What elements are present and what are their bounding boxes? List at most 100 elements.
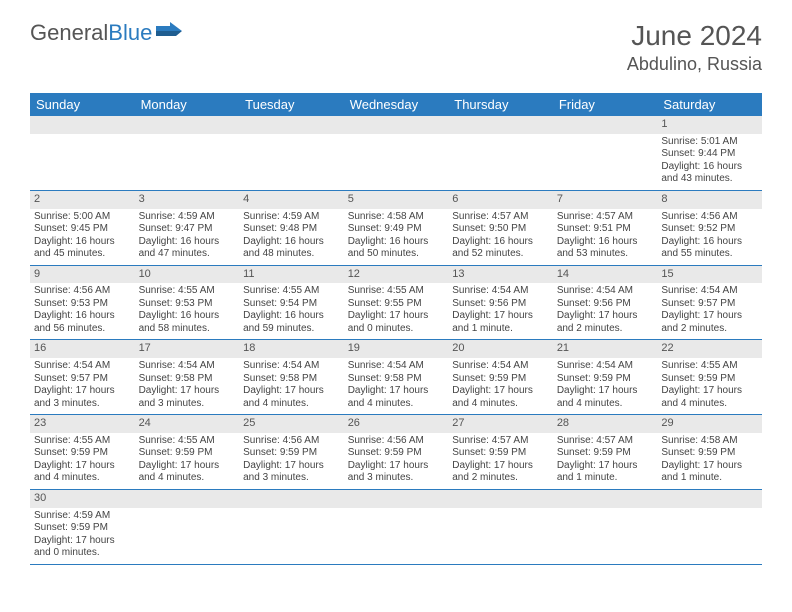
day-d1: Daylight: 16 hours (139, 236, 236, 249)
day-number-cell: 25 (239, 415, 344, 433)
day-ss: Sunset: 9:59 PM (243, 447, 340, 460)
weekday-header: Friday (553, 93, 658, 116)
day-d2: and 1 minute. (557, 472, 654, 485)
day-detail-cell: Sunrise: 4:59 AMSunset: 9:47 PMDaylight:… (135, 209, 240, 266)
day-detail-cell: Sunrise: 4:54 AMSunset: 9:57 PMDaylight:… (657, 283, 762, 340)
day-number-cell (344, 489, 449, 507)
day-sr: Sunrise: 5:01 AM (661, 136, 758, 149)
day-detail-cell: Sunrise: 4:54 AMSunset: 9:58 PMDaylight:… (239, 358, 344, 415)
day-d2: and 55 minutes. (661, 248, 758, 261)
day-d1: Daylight: 17 hours (452, 310, 549, 323)
day-ss: Sunset: 9:45 PM (34, 223, 131, 236)
day-detail-cell: Sunrise: 4:54 AMSunset: 9:59 PMDaylight:… (448, 358, 553, 415)
day-number-row: 23242526272829 (30, 415, 762, 433)
day-d1: Daylight: 16 hours (452, 236, 549, 249)
day-detail-cell: Sunrise: 4:58 AMSunset: 9:59 PMDaylight:… (657, 433, 762, 490)
day-ss: Sunset: 9:59 PM (557, 447, 654, 460)
day-ss: Sunset: 9:58 PM (348, 373, 445, 386)
day-number-cell: 26 (344, 415, 449, 433)
day-ss: Sunset: 9:55 PM (348, 298, 445, 311)
day-detail-cell: Sunrise: 4:59 AMSunset: 9:48 PMDaylight:… (239, 209, 344, 266)
day-sr: Sunrise: 4:58 AM (661, 435, 758, 448)
day-d1: Daylight: 17 hours (139, 385, 236, 398)
day-number-cell: 27 (448, 415, 553, 433)
day-ss: Sunset: 9:50 PM (452, 223, 549, 236)
day-sr: Sunrise: 4:54 AM (243, 360, 340, 373)
day-number-cell: 5 (344, 190, 449, 208)
day-sr: Sunrise: 4:59 AM (34, 510, 131, 523)
day-detail-cell: Sunrise: 4:56 AMSunset: 9:59 PMDaylight:… (344, 433, 449, 490)
day-detail-cell: Sunrise: 4:55 AMSunset: 9:53 PMDaylight:… (135, 283, 240, 340)
day-number-cell: 15 (657, 265, 762, 283)
day-ss: Sunset: 9:53 PM (34, 298, 131, 311)
day-d1: Daylight: 17 hours (661, 385, 758, 398)
day-number-cell: 4 (239, 190, 344, 208)
day-d1: Daylight: 17 hours (243, 460, 340, 473)
day-detail-cell: Sunrise: 4:59 AMSunset: 9:59 PMDaylight:… (30, 508, 135, 565)
day-number-cell: 30 (30, 489, 135, 507)
day-d2: and 2 minutes. (661, 323, 758, 336)
day-ss: Sunset: 9:57 PM (661, 298, 758, 311)
day-detail-cell: Sunrise: 4:54 AMSunset: 9:58 PMDaylight:… (135, 358, 240, 415)
day-number-cell (448, 116, 553, 134)
day-d1: Daylight: 16 hours (34, 236, 131, 249)
day-number-cell: 6 (448, 190, 553, 208)
day-detail-cell: Sunrise: 4:57 AMSunset: 9:50 PMDaylight:… (448, 209, 553, 266)
day-detail-cell: Sunrise: 4:55 AMSunset: 9:59 PMDaylight:… (657, 358, 762, 415)
day-d1: Daylight: 16 hours (139, 310, 236, 323)
day-sr: Sunrise: 4:56 AM (348, 435, 445, 448)
day-sr: Sunrise: 5:00 AM (34, 211, 131, 224)
day-d1: Daylight: 17 hours (452, 460, 549, 473)
day-number-cell: 18 (239, 340, 344, 358)
day-d1: Daylight: 16 hours (348, 236, 445, 249)
day-detail-cell: Sunrise: 5:01 AMSunset: 9:44 PMDaylight:… (657, 134, 762, 191)
day-detail-cell: Sunrise: 4:57 AMSunset: 9:59 PMDaylight:… (448, 433, 553, 490)
weekday-header: Tuesday (239, 93, 344, 116)
calendar-table: Sunday Monday Tuesday Wednesday Thursday… (30, 93, 762, 565)
day-number-cell: 12 (344, 265, 449, 283)
day-detail-cell (239, 134, 344, 191)
day-ss: Sunset: 9:56 PM (452, 298, 549, 311)
header: GeneralBlue June 2024 Abdulino, Russia (0, 0, 792, 85)
day-d2: and 0 minutes. (348, 323, 445, 336)
day-detail-cell: Sunrise: 4:54 AMSunset: 9:59 PMDaylight:… (553, 358, 658, 415)
day-detail-cell (553, 134, 658, 191)
day-d2: and 50 minutes. (348, 248, 445, 261)
day-number-cell: 20 (448, 340, 553, 358)
day-d2: and 0 minutes. (34, 547, 131, 560)
day-number-cell: 23 (30, 415, 135, 433)
day-sr: Sunrise: 4:54 AM (348, 360, 445, 373)
day-d1: Daylight: 16 hours (34, 310, 131, 323)
day-d2: and 4 minutes. (452, 398, 549, 411)
logo-text-2: Blue (108, 20, 152, 46)
day-d2: and 1 minute. (452, 323, 549, 336)
day-detail-row: Sunrise: 4:54 AMSunset: 9:57 PMDaylight:… (30, 358, 762, 415)
day-ss: Sunset: 9:59 PM (661, 373, 758, 386)
day-number-cell: 13 (448, 265, 553, 283)
day-ss: Sunset: 9:59 PM (661, 447, 758, 460)
day-sr: Sunrise: 4:55 AM (348, 285, 445, 298)
day-sr: Sunrise: 4:55 AM (34, 435, 131, 448)
day-ss: Sunset: 9:53 PM (139, 298, 236, 311)
weekday-header: Saturday (657, 93, 762, 116)
weekday-header: Monday (135, 93, 240, 116)
weekday-header-row: Sunday Monday Tuesday Wednesday Thursday… (30, 93, 762, 116)
weekday-header: Sunday (30, 93, 135, 116)
day-number-cell: 1 (657, 116, 762, 134)
day-d2: and 3 minutes. (348, 472, 445, 485)
day-number-cell: 11 (239, 265, 344, 283)
day-sr: Sunrise: 4:54 AM (34, 360, 131, 373)
day-number-cell: 8 (657, 190, 762, 208)
day-ss: Sunset: 9:44 PM (661, 148, 758, 161)
day-detail-cell: Sunrise: 4:57 AMSunset: 9:51 PMDaylight:… (553, 209, 658, 266)
day-ss: Sunset: 9:58 PM (139, 373, 236, 386)
day-sr: Sunrise: 4:55 AM (139, 435, 236, 448)
day-sr: Sunrise: 4:54 AM (557, 285, 654, 298)
day-d1: Daylight: 17 hours (34, 460, 131, 473)
day-detail-cell: Sunrise: 4:55 AMSunset: 9:59 PMDaylight:… (30, 433, 135, 490)
day-d2: and 4 minutes. (34, 472, 131, 485)
day-d1: Daylight: 17 hours (139, 460, 236, 473)
day-d1: Daylight: 17 hours (661, 310, 758, 323)
day-sr: Sunrise: 4:56 AM (661, 211, 758, 224)
day-number-cell (448, 489, 553, 507)
